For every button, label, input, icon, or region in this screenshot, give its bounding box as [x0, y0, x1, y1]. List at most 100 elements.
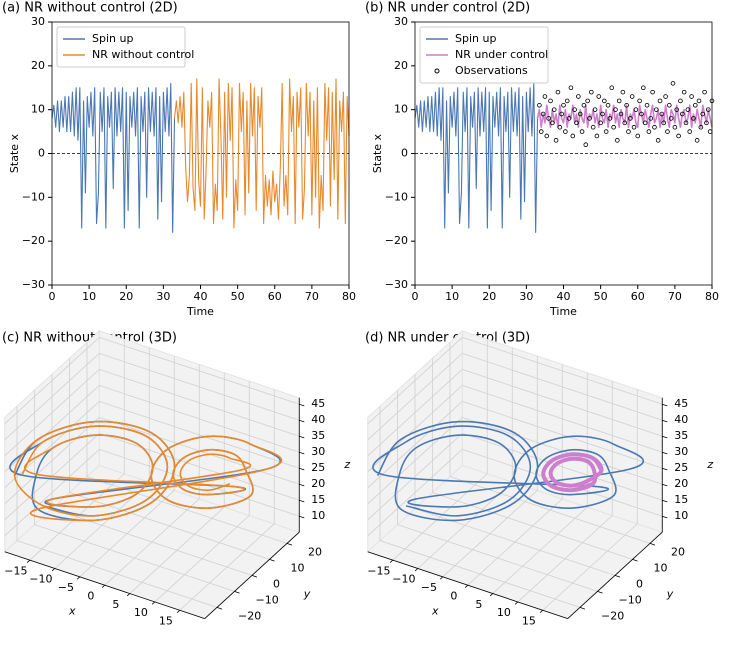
grid-line: [99, 353, 300, 421]
grid-line: [4, 449, 100, 537]
z-tick-label: 10: [311, 509, 325, 522]
z-tick-label: 45: [674, 397, 688, 410]
grid-line: [462, 385, 663, 453]
observation-point: [692, 102, 698, 108]
x-tick-label: 40: [194, 290, 208, 303]
legend-box: [56, 26, 186, 68]
observation-point: [546, 116, 551, 121]
observation-point: [670, 81, 676, 86]
x-tick: [514, 601, 519, 605]
observation-point: [592, 107, 598, 112]
observation-point: [642, 120, 648, 126]
x-tick-label: 80: [342, 290, 356, 303]
legend-label: NR without control: [92, 48, 194, 61]
x-tick-label: 0: [450, 589, 457, 602]
grid-line: [69, 492, 270, 560]
y-tick-label: 20: [31, 59, 45, 72]
grid-line: [462, 401, 663, 469]
x-tick-label: 0: [49, 290, 56, 303]
y-tick-label: −10: [385, 190, 408, 203]
grid-line: [4, 369, 100, 457]
z-tick-label: 25: [674, 461, 688, 474]
observation-point: [663, 94, 668, 99]
x-tick: [539, 609, 544, 613]
z-tick-label: 30: [311, 445, 325, 458]
observation-point: [611, 124, 616, 130]
observation-point: [603, 129, 609, 134]
z-tick-label: 35: [311, 429, 325, 442]
observation-point: [587, 116, 592, 121]
z-tick: [662, 435, 668, 439]
y-tick-label: −10: [256, 593, 279, 606]
observation-point: [620, 89, 626, 95]
y-tick-label: −30: [385, 278, 408, 291]
z-tick-label: 10: [674, 509, 688, 522]
z-tick-label: 20: [674, 477, 688, 490]
z-tick-label: 25: [311, 461, 325, 474]
z-tick-label: 35: [674, 429, 688, 442]
grid-line: [367, 369, 463, 457]
x-tick-label: 60: [631, 290, 645, 303]
observation-point: [704, 120, 709, 126]
observation-point: [600, 111, 605, 117]
x-tick: [414, 568, 419, 572]
observation-point: [668, 116, 674, 121]
legend-label: Spin up: [92, 32, 133, 45]
x-tick: [439, 576, 444, 580]
x-tick: [101, 584, 106, 588]
observation-point: [613, 107, 618, 112]
grid-line: [99, 337, 300, 405]
x-tick: [176, 609, 181, 613]
y-axis: [567, 531, 663, 619]
y-tick: [234, 591, 240, 594]
x-tick-label: 20: [119, 290, 133, 303]
x-tick-label: −5: [58, 581, 74, 594]
x-axis-label: Time: [549, 305, 577, 318]
z-tick: [662, 515, 668, 519]
trajectory: [13, 420, 283, 522]
observation-point: [702, 89, 707, 95]
z-tick: [662, 467, 668, 471]
observation-point: [598, 120, 603, 126]
x-tick: [26, 559, 31, 563]
observation-point: [585, 98, 590, 104]
observation-point: [626, 129, 631, 134]
observation-point: [609, 85, 615, 91]
observation-point: [635, 133, 641, 139]
observation-point: [596, 94, 602, 99]
x-tick-label: 50: [594, 290, 608, 303]
observation-point: [576, 94, 581, 99]
observation-point: [700, 111, 706, 117]
observation-point: [572, 107, 577, 112]
x-tick-label: 60: [268, 290, 282, 303]
y-tick-label: 20: [671, 545, 685, 558]
observation-point: [548, 98, 553, 104]
y-tick-label: −20: [601, 609, 624, 622]
y-axis-label: y: [303, 587, 311, 600]
x-axis-label: x: [68, 605, 76, 618]
x-tick-label: 10: [497, 606, 511, 619]
y-tick-label: 10: [654, 561, 668, 574]
observation-point: [544, 133, 550, 139]
y-axis-label: State x: [8, 133, 21, 173]
x-tick-label: 5: [475, 598, 482, 611]
z-tick-label: 30: [674, 445, 688, 458]
observation-point: [615, 138, 620, 143]
z-tick: [299, 499, 305, 503]
y-tick-label: −20: [238, 609, 261, 622]
x-axis: [367, 551, 568, 619]
observation-point: [542, 94, 548, 99]
grid-line: [34, 524, 235, 592]
panel-title: (a) NR without control (2D): [2, 1, 178, 16]
observation-point: [561, 102, 566, 108]
x-tick-label: 70: [305, 290, 319, 303]
observation-point: [564, 98, 570, 104]
y-tick-label: 30: [394, 15, 408, 28]
plot-frame: [51, 21, 350, 286]
y-tick-label: −10: [22, 190, 45, 203]
z-tick: [299, 467, 305, 471]
y-tick: [579, 607, 586, 610]
z-tick: [299, 451, 305, 455]
observation-point: [637, 98, 642, 104]
